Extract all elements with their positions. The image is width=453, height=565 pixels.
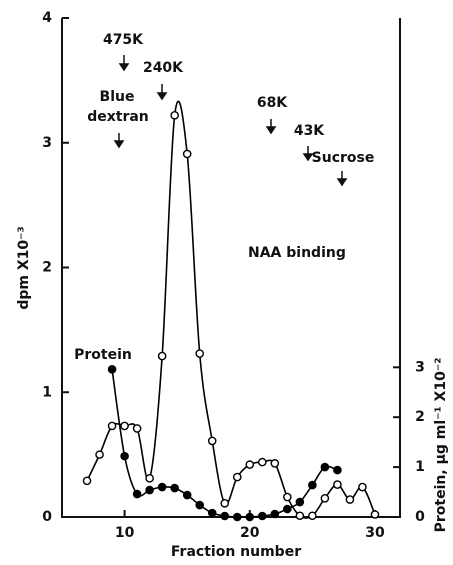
- x-tick-label: 30: [365, 525, 385, 541]
- point: [107, 421, 117, 431]
- annotation: 43K: [294, 123, 325, 139]
- x-tick-label: 20: [240, 525, 260, 541]
- x-tick-label: 10: [115, 525, 135, 541]
- annotation: Blue: [100, 89, 135, 105]
- annotation: dextran: [87, 109, 149, 125]
- y-axis-label: dpm X10⁻³: [16, 226, 32, 309]
- point: [120, 421, 129, 431]
- point: [95, 450, 104, 459]
- annotation: Sucrose: [312, 150, 375, 166]
- annotation: 475K: [103, 32, 144, 48]
- y-tick-label: 3: [42, 135, 52, 151]
- point: [195, 349, 205, 358]
- point: [220, 498, 230, 508]
- point: [257, 457, 267, 467]
- y2-tick-label: 1: [415, 459, 425, 475]
- y-tick-label: 2: [42, 260, 52, 276]
- point: [333, 480, 342, 489]
- y-tick-label: 1: [42, 384, 52, 400]
- point: [107, 364, 117, 374]
- point: [145, 474, 154, 483]
- y2-tick-label: 0: [415, 509, 425, 525]
- point: [170, 111, 179, 120]
- point: [132, 489, 142, 499]
- point: [207, 508, 217, 518]
- annotation: 240K: [143, 60, 184, 76]
- point: [283, 504, 292, 514]
- y2-tick-label: 2: [415, 409, 425, 425]
- series-line: [111, 369, 338, 518]
- arrows: [113, 55, 348, 187]
- point: [370, 510, 380, 519]
- series-line: [86, 100, 376, 519]
- point: [132, 424, 142, 433]
- point: [283, 492, 292, 502]
- point: [295, 511, 305, 521]
- y2-tick-label: 3: [415, 359, 425, 375]
- point: [157, 482, 167, 492]
- point: [270, 459, 280, 468]
- point: [358, 482, 367, 492]
- point: [220, 511, 230, 521]
- y2-axis-label: Protein, μg ml⁻¹ X10⁻²: [433, 358, 449, 533]
- point: [120, 451, 129, 461]
- point: [320, 493, 330, 503]
- point: [232, 512, 242, 522]
- y-tick-label: 0: [42, 509, 52, 525]
- point: [157, 351, 167, 361]
- annotation: 68K: [257, 95, 288, 111]
- point: [257, 511, 267, 521]
- point: [245, 512, 255, 522]
- point: [270, 509, 280, 519]
- point: [182, 149, 192, 159]
- point: [170, 483, 179, 493]
- point: [308, 511, 317, 521]
- point: [145, 485, 154, 495]
- point: [232, 472, 242, 482]
- point: [320, 462, 330, 472]
- point: [207, 436, 217, 446]
- point: [345, 495, 355, 504]
- point: [195, 500, 205, 510]
- y-tick-label: 4: [42, 10, 52, 26]
- point: [295, 497, 305, 507]
- point: [82, 476, 92, 486]
- x-axis-label: Fraction number: [171, 544, 301, 560]
- point: [245, 460, 255, 469]
- point: [182, 490, 192, 500]
- series-label: Protein: [74, 347, 132, 363]
- point: [308, 480, 317, 490]
- series-label: NAA binding: [248, 245, 346, 261]
- point: [333, 465, 342, 475]
